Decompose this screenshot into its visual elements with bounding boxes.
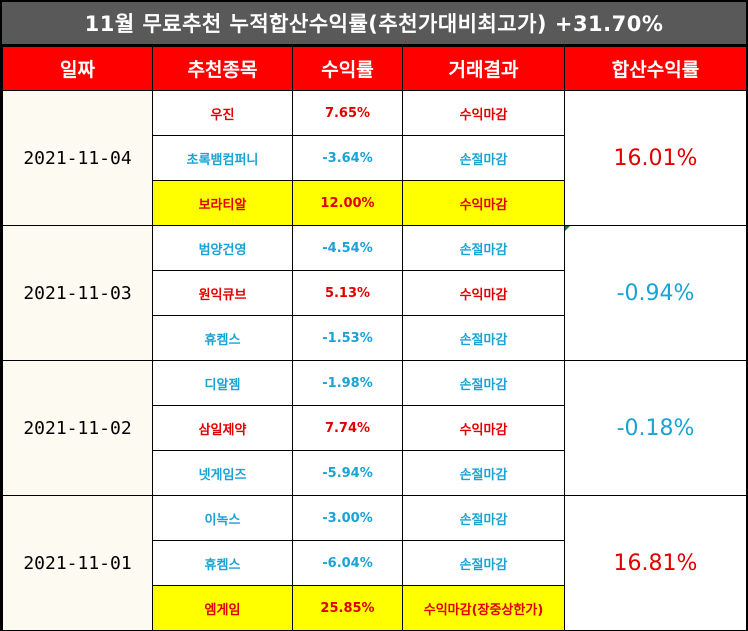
sum-cell[interactable]: -0.18% bbox=[564, 360, 747, 496]
rate-cell[interactable]: -6.04% bbox=[292, 540, 403, 586]
result-cell[interactable]: 손절마감 bbox=[402, 540, 565, 586]
rate-cell[interactable]: 12.00% bbox=[292, 180, 403, 226]
stock-cell[interactable]: 우진 bbox=[152, 90, 293, 136]
rate-cell[interactable]: 25.85% bbox=[292, 585, 403, 631]
table-row: 엠게임 25.85% 수익마감(장중상한가) bbox=[3, 585, 747, 631]
table-row: 휴켐스 -1.53% 손절마감 bbox=[3, 315, 747, 361]
recommendation-table: 일짜 추천종목 수익률 거래결과 합산수익률 2021-11-04 우진 7.6… bbox=[2, 46, 747, 631]
header-row: 일짜 추천종목 수익률 거래결과 합산수익률 bbox=[2, 46, 747, 91]
stock-cell[interactable]: 원익큐브 bbox=[152, 270, 293, 316]
result-cell[interactable]: 수익마감 bbox=[402, 270, 565, 316]
rate-cell[interactable]: -1.98% bbox=[292, 360, 403, 406]
stock-cell[interactable]: 디알젬 bbox=[152, 360, 293, 406]
rate-cell[interactable]: -4.54% bbox=[292, 225, 403, 271]
header-sum: 합산수익률 bbox=[564, 46, 747, 91]
result-cell[interactable]: 손절마감 bbox=[402, 315, 565, 361]
table-row: 2021-11-03 범양건영 -4.54% 손절마감 -0.94% bbox=[2, 225, 747, 361]
stock-cell[interactable]: 엠게임 bbox=[152, 585, 293, 631]
stock-cell[interactable]: 범양건영 bbox=[152, 225, 293, 271]
date-cell[interactable]: 2021-11-03 bbox=[2, 225, 153, 361]
table-row: 2021-11-02 디알젬 -1.98% 손절마감 -0.18% bbox=[2, 360, 747, 496]
stock-cell[interactable]: 휴켐스 bbox=[152, 540, 293, 586]
sum-cell[interactable]: 16.81% bbox=[564, 495, 747, 631]
result-cell[interactable]: 수익마감(장중상한가) bbox=[402, 585, 565, 631]
result-cell[interactable]: 수익마감 bbox=[402, 405, 565, 451]
result-cell[interactable]: 손절마감 bbox=[402, 225, 565, 271]
stock-cell[interactable]: 넷게임즈 bbox=[152, 450, 293, 496]
rate-cell[interactable]: -3.64% bbox=[292, 135, 403, 181]
table-row: 삼일제약 7.74% 수익마감 bbox=[3, 405, 747, 451]
result-cell[interactable]: 손절마감 bbox=[402, 360, 565, 406]
stock-cell[interactable]: 휴켐스 bbox=[152, 315, 293, 361]
result-cell[interactable]: 손절마감 bbox=[402, 450, 565, 496]
result-cell[interactable]: 손절마감 bbox=[402, 495, 565, 541]
header-result: 거래결과 bbox=[402, 46, 565, 91]
result-cell[interactable]: 수익마감 bbox=[402, 180, 565, 226]
stock-cell[interactable]: 초록뱀컴퍼니 bbox=[152, 135, 293, 181]
sum-cell[interactable]: -0.94% bbox=[564, 225, 747, 361]
table-row: 보라티알 12.00% 수익마감 bbox=[3, 180, 747, 226]
stock-cell[interactable]: 삼일제약 bbox=[152, 405, 293, 451]
rate-cell[interactable]: 7.65% bbox=[292, 90, 403, 136]
cell-comment-marker bbox=[565, 226, 570, 231]
table-row: 휴켐스 -6.04% 손절마감 bbox=[3, 540, 747, 586]
result-cell[interactable]: 손절마감 bbox=[402, 135, 565, 181]
rate-cell[interactable]: -3.00% bbox=[292, 495, 403, 541]
sum-cell[interactable]: 16.01% bbox=[564, 90, 747, 226]
header-stock: 추천종목 bbox=[152, 46, 293, 91]
table-row: 2021-11-04 우진 7.65% 수익마감 16.01% bbox=[2, 90, 747, 226]
stock-cell[interactable]: 보라티알 bbox=[152, 180, 293, 226]
date-cell[interactable]: 2021-11-02 bbox=[2, 360, 153, 496]
table-row: 넷게임즈 -5.94% 손절마감 bbox=[3, 450, 747, 496]
rate-cell[interactable]: 7.74% bbox=[292, 405, 403, 451]
result-cell[interactable]: 수익마감 bbox=[402, 90, 565, 136]
date-cell[interactable]: 2021-11-01 bbox=[2, 495, 153, 631]
table-row: 초록뱀컴퍼니 -3.64% 손절마감 bbox=[3, 135, 747, 181]
rate-cell[interactable]: -1.53% bbox=[292, 315, 403, 361]
rate-cell[interactable]: -5.94% bbox=[292, 450, 403, 496]
rate-cell[interactable]: 5.13% bbox=[292, 270, 403, 316]
table-row: 2021-11-01 이녹스 -3.00% 손절마감 16.81% bbox=[2, 495, 747, 631]
header-date: 일짜 bbox=[2, 46, 153, 91]
stock-cell[interactable]: 이녹스 bbox=[152, 495, 293, 541]
table-row: 원익큐브 5.13% 수익마감 bbox=[3, 270, 747, 316]
date-cell[interactable]: 2021-11-04 bbox=[2, 90, 153, 226]
header-rate: 수익률 bbox=[292, 46, 403, 91]
sheet-title: 11월 무료추천 누적합산수익률(추천가대비최고가) +31.70% bbox=[2, 2, 746, 44]
